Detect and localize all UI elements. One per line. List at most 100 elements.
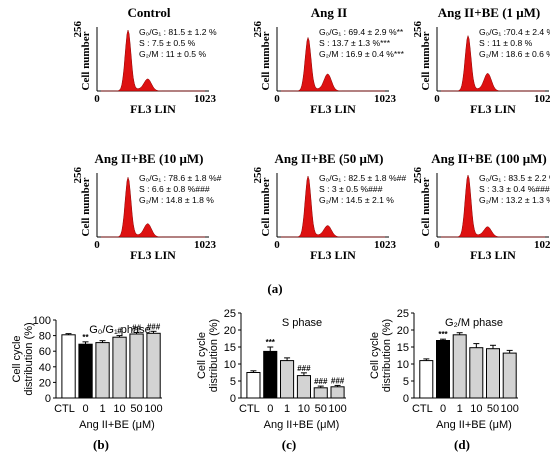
bar-ytick-label: 0	[403, 393, 409, 405]
histogram-stat: G₀/G₁ : 83.5 ± 2.2 %###	[479, 173, 550, 183]
bar-category-label: 50	[130, 403, 142, 415]
bar	[502, 352, 517, 399]
histogram-title: Ang II+BE (1 μM)	[438, 5, 541, 20]
histogram-ytick: 256	[72, 21, 84, 38]
histogram-ylabel: Cell number	[420, 31, 432, 90]
bar-ylabel-line2: distribution (%)	[23, 322, 35, 395]
histogram-ylabel: Cell number	[80, 31, 92, 90]
significance-marker: ###	[297, 364, 311, 373]
significance-marker: ***	[438, 330, 448, 339]
bar	[78, 343, 93, 399]
histogram-xlabel: FL3 LIN	[310, 248, 356, 262]
bar-ytick-label: 0	[230, 393, 236, 405]
bar	[452, 334, 467, 399]
histogram-xtick: 1023	[534, 239, 550, 251]
bar-category-label: 100	[500, 403, 518, 415]
histogram-xtick: 0	[274, 239, 280, 251]
histogram-xlabel: FL3 LIN	[130, 102, 176, 116]
bar-ytick-label: 80	[39, 331, 51, 343]
bar-ytick-label: 60	[39, 346, 51, 358]
histogram-distribution	[101, 176, 205, 238]
histogram-xtick: 0	[274, 93, 280, 105]
significance-marker: ##	[132, 323, 141, 332]
histogram-stat: S : 13.7 ± 1.3 %***	[319, 38, 391, 48]
bar-chart-title: G₀/G₁ phase	[89, 324, 150, 336]
bar-category-label: CTL	[239, 403, 260, 415]
bar	[313, 387, 328, 399]
bar-ytick-label: 15	[397, 342, 409, 354]
bar-ytick-label: 15	[224, 342, 236, 354]
bar	[486, 348, 500, 399]
bar	[280, 360, 295, 399]
bar	[296, 375, 311, 399]
histogram-stat: S : 3.3 ± 0.4 %###	[479, 184, 550, 194]
bar-ytick-label: 40	[39, 362, 51, 374]
significance-marker: ###	[331, 376, 345, 385]
histogram-stat: G₀/G₁ :70.4 ± 2.4 %	[479, 27, 550, 37]
histogram-ytick: 256	[252, 21, 264, 38]
bar-category-label: 10	[298, 403, 310, 415]
bar-ylabel-line2: distribution (%)	[381, 319, 393, 392]
bar	[129, 333, 144, 399]
histogram-title: Ang II	[311, 5, 348, 20]
histogram-xlabel: FL3 LIN	[310, 102, 356, 116]
bar-ytick-label: 20	[397, 325, 409, 337]
significance-marker: ###	[314, 377, 328, 386]
panel-d-label: (d)	[454, 437, 470, 452]
histogram-ytick: 256	[252, 167, 264, 184]
bar-ytick-label: 5	[403, 376, 409, 388]
bar-ylabel-line1: Cell cycle	[11, 335, 23, 382]
histogram-xtick: 1023	[374, 93, 397, 105]
histogram-stat: G₂/M : 16.9 ± 0.4 %***	[319, 49, 405, 59]
bar-category-label: 10	[113, 403, 125, 415]
bar	[112, 336, 127, 399]
bar-category-label: 0	[440, 403, 446, 415]
histogram-ytick: 256	[412, 21, 424, 38]
bar	[436, 340, 450, 399]
bar	[419, 360, 434, 399]
bar-ylabel-line2: distribution (%)	[208, 319, 220, 392]
histogram-stat: G₀/G₁ : 69.4 ± 2.9 %**	[319, 27, 404, 37]
histogram-stat: G₂/M : 11 ± 0.5 %	[139, 49, 206, 59]
histogram-xtick: 0	[434, 93, 440, 105]
bar	[146, 332, 161, 399]
bar-category-label: 1	[457, 403, 463, 415]
histogram-title: Ang II+BE (50 μM)	[274, 151, 383, 166]
histogram-distribution	[441, 174, 545, 238]
histogram-xtick: 1023	[194, 93, 217, 105]
bar-ytick-label: 10	[397, 359, 409, 371]
bar-category-label: 1	[99, 403, 105, 415]
bar-category-label: 100	[328, 403, 346, 415]
histogram-stat: G₀/G₁ : 81.5 ± 1.2 %	[139, 27, 217, 37]
histogram-ylabel: Cell number	[260, 31, 272, 90]
bar-ytick-label: 25	[224, 308, 236, 320]
histogram-title: Ang II+BE (100 μM)	[431, 151, 547, 166]
bar	[61, 334, 76, 399]
bar-category-label: 100	[144, 403, 162, 415]
bar-ylabel-line1: Cell cycle	[369, 332, 381, 379]
bar-category-label: CTL	[54, 403, 75, 415]
histogram-xtick: 1023	[534, 93, 550, 105]
histogram-distribution	[441, 34, 545, 92]
histogram-stat: G₂/M : 18.6 ± 0.6 %	[479, 49, 550, 59]
bar-ytick-label: 20	[39, 377, 51, 389]
histogram-stat: S : 7.5 ± 0.5 %	[139, 38, 196, 48]
significance-marker: ***	[266, 338, 276, 347]
bar-category-label: 50	[487, 403, 499, 415]
bar	[330, 386, 345, 399]
bar-ytick-label: 100	[33, 315, 51, 327]
bar-ytick-label: 20	[224, 325, 236, 337]
histogram-stat: S : 6.6 ± 0.8 %###	[139, 184, 210, 194]
histogram-ylabel: Cell number	[80, 177, 92, 236]
histogram-ylabel: Cell number	[420, 177, 432, 236]
histogram-stat: G₂/M : 14.8 ± 1.8 %	[139, 195, 214, 205]
histogram-distribution	[281, 175, 385, 238]
